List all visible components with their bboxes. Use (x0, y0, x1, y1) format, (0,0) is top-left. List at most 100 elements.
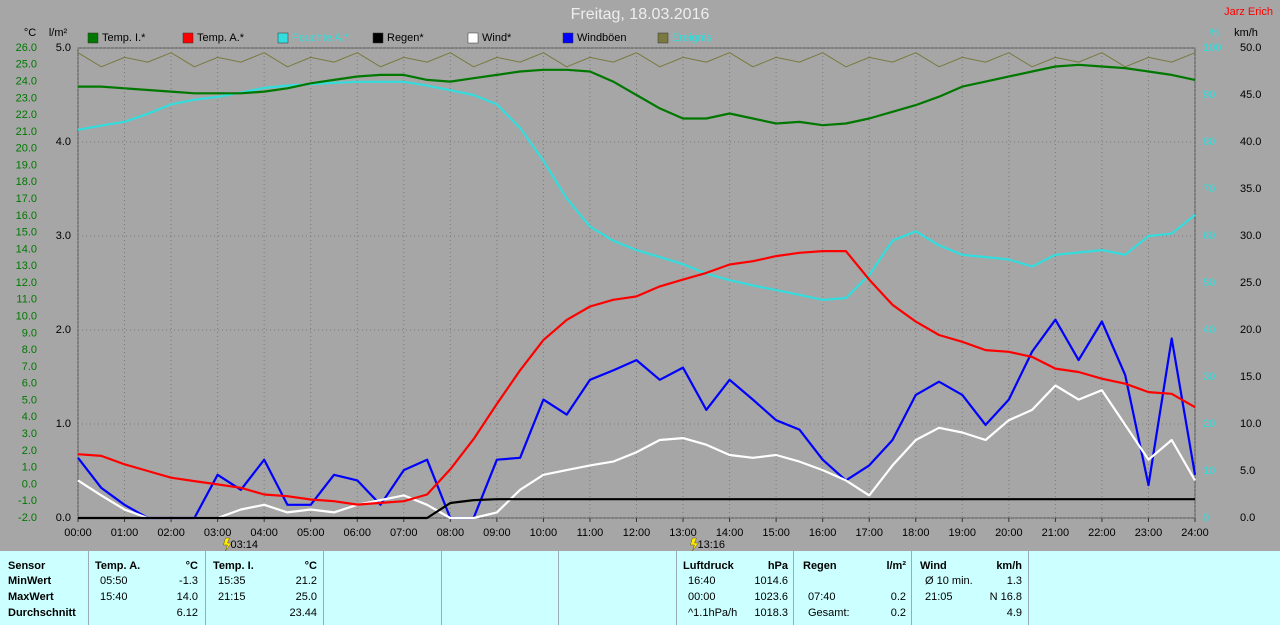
x-tick-label: 24:00 (1181, 527, 1209, 539)
table-cell: 14.0 (176, 591, 198, 603)
chart: Freitag, 18.03.2016 Jarz Erich °C l/m² %… (16, 6, 1273, 551)
legend-swatch (372, 32, 384, 44)
legend-label: Ereignis (672, 32, 712, 44)
table-cell: Luftdruck (683, 560, 734, 572)
x-tick-label: 12:00 (623, 527, 651, 539)
table-separator (441, 551, 442, 625)
x-tick-label: 20:00 (995, 527, 1023, 539)
y-tick-label: 10.0 (1240, 418, 1261, 430)
y-tick-label: -2.0 (18, 512, 37, 524)
legend-swatch (277, 32, 289, 44)
table-cell: 1.3 (1006, 575, 1022, 587)
y-tick-label: 0.0 (22, 478, 37, 490)
table-cell: 15:40 (100, 591, 128, 603)
table-separator (911, 551, 912, 625)
x-tick-label: 09:00 (483, 527, 511, 539)
axis-unit: % (1209, 27, 1219, 39)
series-line (78, 63, 1196, 127)
legend-label: Feuchte A.* (292, 32, 350, 44)
y-tick-label: 21.0 (16, 126, 37, 138)
table-cell: 23.44 (289, 607, 317, 619)
annotation-icon (690, 537, 699, 551)
y-tick-label: -1.0 (18, 495, 37, 507)
y-tick-label: 20.0 (16, 143, 37, 155)
table-separator (676, 551, 677, 625)
x-tick-label: 18:00 (902, 527, 930, 539)
table-cell: MaxWert (8, 591, 54, 603)
y-tick-label: 90 (1203, 89, 1215, 101)
y-tick-label: 50.0 (1240, 42, 1261, 54)
y-tick-label: 8.0 (22, 344, 37, 356)
y-tick-label: 14.0 (16, 243, 37, 255)
y-tick-label: 2.0 (22, 445, 37, 457)
y-tick-label: 0.0 (1240, 512, 1255, 524)
table-cell: Gesamt: (808, 607, 850, 619)
y-tick-label: 11.0 (16, 294, 37, 306)
x-tick-label: 00:00 (64, 527, 92, 539)
y-tick-label: 26.0 (16, 42, 37, 54)
x-tick-label: 19:00 (949, 527, 977, 539)
y-tick-label: 0 (1203, 512, 1209, 524)
series-line (77, 250, 1196, 506)
table-cell: Wind (920, 560, 947, 572)
y-tick-label: 4.0 (22, 411, 37, 423)
x-tick-label: 06:00 (343, 527, 371, 539)
y-tick-label: 25.0 (16, 59, 37, 71)
y-tick-label: 15.0 (1240, 371, 1261, 383)
y-tick-label: 9.0 (22, 327, 37, 339)
author: Jarz Erich (1224, 6, 1273, 18)
x-tick-label: 10:00 (530, 527, 558, 539)
y-tick-label: 30 (1203, 371, 1215, 383)
annotation: 03:14 (230, 539, 258, 551)
y-tick-label: 50 (1203, 277, 1215, 289)
y-tick-label: 35.0 (1240, 183, 1261, 195)
x-tick-label: 11:00 (577, 527, 604, 539)
x-tick-label: 21:00 (1042, 527, 1070, 539)
series-line (77, 80, 1196, 301)
table-cell: 0.2 (890, 607, 906, 619)
legend-swatch (87, 32, 99, 44)
table-cell: Ø 10 min. (925, 575, 973, 587)
plot-area (77, 47, 1196, 519)
table-cell: 21:05 (925, 591, 953, 603)
legend-label: Regen* (387, 32, 424, 44)
legend-label: Temp. I.* (102, 32, 146, 44)
series-line (77, 384, 1196, 520)
x-tick-label: 22:00 (1088, 527, 1116, 539)
table-cell: 0.2 (890, 591, 906, 603)
table-cell: 1014.6 (754, 575, 788, 587)
x-tick-label: 07:00 (390, 527, 418, 539)
x-tick-label: 03:00 (204, 527, 232, 539)
legend-label: Wind* (482, 32, 512, 44)
x-tick-label: 08:00 (437, 527, 465, 539)
table-separator (1028, 551, 1029, 625)
y-tick-label: 5.0 (22, 394, 37, 406)
x-tick-label: 01:00 (111, 527, 139, 539)
legend-swatch (562, 32, 574, 44)
legend-swatch (657, 32, 669, 44)
table-cell: l/m² (886, 560, 906, 572)
y-tick-label: 20 (1203, 418, 1215, 430)
y-tick-label: 4.0 (56, 136, 71, 148)
table-cell: Sensor (8, 560, 46, 572)
axis-unit: l/m² (49, 27, 68, 39)
y-tick-label: 0.0 (56, 512, 71, 524)
table-cell: °C (304, 560, 317, 572)
y-tick-label: 100 (1203, 42, 1221, 54)
y-tick-label: 30.0 (1240, 230, 1261, 242)
legend-label: Windböen (577, 32, 627, 44)
table-cell: ^1.1hPa/h (688, 607, 738, 619)
y-tick-label: 70 (1203, 183, 1215, 195)
annotation-icon (223, 537, 232, 551)
legend-swatch (182, 32, 194, 44)
y-tick-label: 23.0 (16, 92, 37, 104)
y-tick-label: 10.0 (16, 310, 37, 322)
y-tick-label: 24.0 (16, 75, 37, 87)
x-tick-label: 13:00 (669, 527, 697, 539)
y-tick-label: 5.0 (56, 42, 71, 54)
y-tick-label: 15.0 (16, 227, 37, 239)
y-tick-label: 2.0 (56, 324, 71, 336)
y-tick-label: 17.0 (16, 193, 37, 205)
y-tick-label: 10 (1203, 465, 1215, 477)
